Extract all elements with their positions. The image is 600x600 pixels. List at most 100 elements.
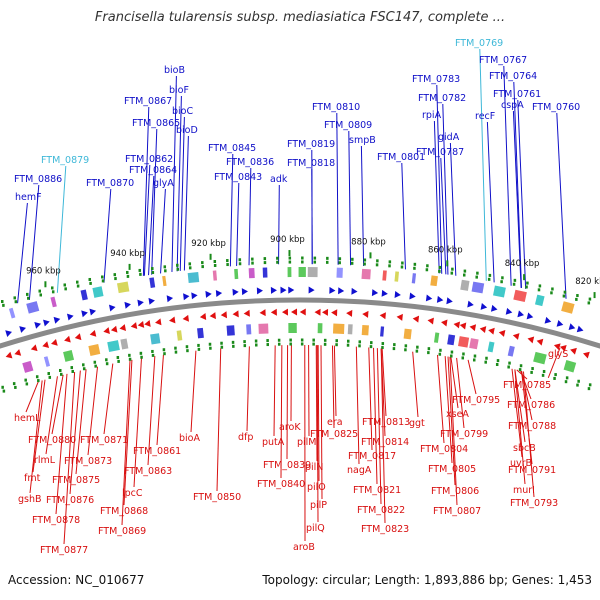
- ring-tick: [472, 358, 476, 362]
- gene-label-pilm: pilM: [297, 437, 317, 448]
- gene-label-ftm-0886: FTM_0886: [14, 174, 62, 185]
- minus-strand-gene: [130, 322, 138, 330]
- gene-label-ggt: ggt: [409, 418, 425, 429]
- plus-strand-gene: [108, 304, 116, 312]
- minus-leader-line: [123, 359, 133, 506]
- gene-label-ftm-0821: FTM_0821: [353, 485, 401, 496]
- ring-tick: [550, 291, 553, 295]
- ring-tick: [174, 346, 177, 350]
- plus-leader-line: [248, 167, 252, 266]
- ring-tick: [413, 266, 416, 270]
- minus-strand-gene: [291, 308, 298, 316]
- ring-tick: [176, 267, 180, 271]
- ring-tick: [575, 297, 578, 301]
- gene-label-ftm-0807: FTM_0807: [433, 506, 481, 517]
- minus-strand-gene: [479, 326, 487, 334]
- gene-label-ftm-0783: FTM_0783: [412, 74, 460, 85]
- ring-tick: [375, 263, 379, 267]
- plus-strand-gene: [436, 295, 444, 303]
- ring-tick: [289, 338, 292, 342]
- plus-leader-line: [512, 110, 522, 288]
- ring-tick: [82, 363, 85, 367]
- ring-tick: [197, 347, 201, 351]
- kbp-tick-mark: [446, 260, 449, 267]
- kbp-tick-mark: [288, 250, 291, 257]
- gene-label-hemf: hemF: [15, 192, 42, 203]
- plus-strand-gene: [425, 294, 433, 302]
- minus-strand-gene: [182, 314, 189, 322]
- minus-leader-line: [316, 345, 319, 523]
- ring-tick: [162, 348, 166, 352]
- ring-tick: [300, 342, 304, 346]
- gene-label-ftm-0861: FTM_0861: [133, 446, 181, 457]
- gene-label-pilq: pilQ: [306, 523, 325, 534]
- ring-tick: [388, 260, 392, 264]
- minus-strand-gene: [570, 347, 577, 355]
- ring-tick: [531, 367, 534, 371]
- minus-leader-line: [320, 345, 323, 500]
- feature-block: [288, 322, 297, 334]
- plus-leader-line: [148, 175, 155, 276]
- gene-label-ftm-0836: FTM_0836: [226, 157, 274, 168]
- ring-tick: [562, 294, 566, 298]
- minus-leader-line: [412, 351, 419, 418]
- ring-tick: [277, 338, 281, 342]
- ring-tick: [0, 300, 4, 304]
- plus-strand-gene: [66, 313, 74, 321]
- gene-label-ftm-0839: FTM_0839: [263, 460, 311, 471]
- minus-strand-gene: [314, 308, 321, 316]
- feature-block: [382, 270, 387, 281]
- ring-tick: [576, 383, 579, 387]
- gene-label-ftm-0795: FTM_0795: [452, 395, 500, 406]
- feature-block: [460, 279, 470, 291]
- ring-tick: [276, 260, 279, 264]
- gene-label-ftm-0873: FTM_0873: [64, 456, 112, 467]
- plus-strand-gene: [270, 286, 277, 294]
- ring-tick: [416, 345, 419, 349]
- minus-strand-gene: [527, 336, 535, 344]
- minus-leader-line: [45, 376, 58, 455]
- ring-tick: [209, 346, 212, 350]
- gene-label-dfp: dfp: [238, 432, 253, 443]
- minus-strand-gene: [346, 309, 353, 317]
- ring-tick: [313, 260, 317, 264]
- ring-tick: [151, 271, 155, 275]
- feature-block: [332, 323, 345, 334]
- plus-leader-line: [160, 188, 166, 274]
- feature-block: [176, 330, 183, 341]
- ring-tick: [588, 383, 592, 387]
- minus-strand-gene: [119, 324, 127, 331]
- gene-label-biod: bioD: [176, 125, 198, 136]
- feature-block: [26, 301, 40, 314]
- feature-block: [8, 307, 16, 319]
- feature-block: [212, 270, 218, 281]
- ring-tick: [151, 267, 154, 271]
- plus-strand-gene: [183, 293, 190, 301]
- plus-strand-gene: [89, 308, 97, 316]
- ring-tick: [588, 297, 592, 301]
- ring-tick: [266, 343, 269, 347]
- ring-tick: [358, 340, 362, 344]
- ring-tick: [289, 342, 292, 346]
- gene-label-ftm-0877: FTM_0877: [40, 545, 88, 556]
- minus-strand-gene: [103, 327, 110, 335]
- plus-strand-gene: [526, 312, 534, 320]
- gene-label-ftm-0840: FTM_0840: [257, 479, 305, 490]
- gene-label-ftm-0785: FTM_0785: [503, 380, 551, 391]
- ring-tick: [126, 274, 130, 278]
- ring-tick: [128, 357, 132, 361]
- plus-strand-gene: [409, 292, 416, 300]
- ring-tick: [226, 263, 229, 267]
- plus-strand-gene: [241, 288, 248, 296]
- ring-tick: [38, 289, 41, 293]
- ring-tick: [485, 356, 488, 360]
- minus-strand-gene: [379, 312, 386, 320]
- gene-label-ftm-0875: FTM_0875: [52, 475, 100, 486]
- minus-strand-gene: [488, 327, 495, 335]
- feature-block: [107, 340, 120, 353]
- kbp-label: 960 kbp: [26, 266, 61, 276]
- minus-strand-gene: [74, 333, 82, 341]
- minus-leader-line: [447, 356, 456, 486]
- ring-tick: [541, 373, 545, 377]
- kbp-label: 880 kbp: [351, 237, 386, 247]
